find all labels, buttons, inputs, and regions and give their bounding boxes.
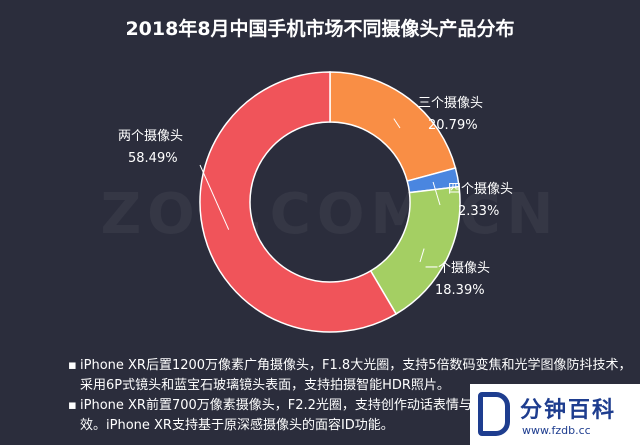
donut-chart: 两个摄像头 58.49% 三个摄像头 20.79% 四个摄像头 2.33% 一个摄像头 18.… <box>118 71 513 333</box>
leader-line-2 <box>432 181 441 206</box>
watermark: ZOL.COM.CN <box>100 182 560 247</box>
labels-group: 两个摄像头 58.49% 三个摄像头 20.79% 四个摄像头 2.33% 一个摄像头 18.… <box>118 96 513 298</box>
slice-value-0: 58.49% <box>128 151 178 166</box>
slice-value-1: 20.79% <box>428 118 478 133</box>
site-logo: 分钟百科 www.fzdb.cc <box>470 384 640 445</box>
slice-label-1: 三个摄像头 <box>418 96 483 111</box>
chart-title: 2018年8月中国手机市场不同摄像头产品分布 <box>125 18 515 40</box>
leader-line-0 <box>199 164 230 230</box>
slice-label-2: 四个摄像头 <box>448 182 513 197</box>
slice-value-3: 18.39% <box>435 283 485 298</box>
logo-url: www.fzdb.cc <box>522 424 591 437</box>
slices-group <box>199 71 461 333</box>
leader-line-3 <box>419 248 425 263</box>
slice-0 <box>199 71 398 333</box>
slice-label-3: 一个摄像头 <box>425 261 490 276</box>
logo-brand: 分钟百科 <box>520 398 617 423</box>
note-text: iPhone XR后置1200万像素广角摄像头，F1.8大光圈，支持5倍数码变焦… <box>80 358 632 393</box>
logo-mark-icon <box>478 392 510 436</box>
leader-line-1 <box>393 118 401 129</box>
bullet-icon: ▪ <box>68 358 77 373</box>
bullet-icon: ▪ <box>68 398 77 413</box>
note-item: ▪ iPhone XR后置1200万像素广角摄像头，F1.8大光圈，支持5倍数码… <box>68 356 638 396</box>
slice-value-2: 2.33% <box>458 204 499 219</box>
slice-label-0: 两个摄像头 <box>118 129 183 144</box>
